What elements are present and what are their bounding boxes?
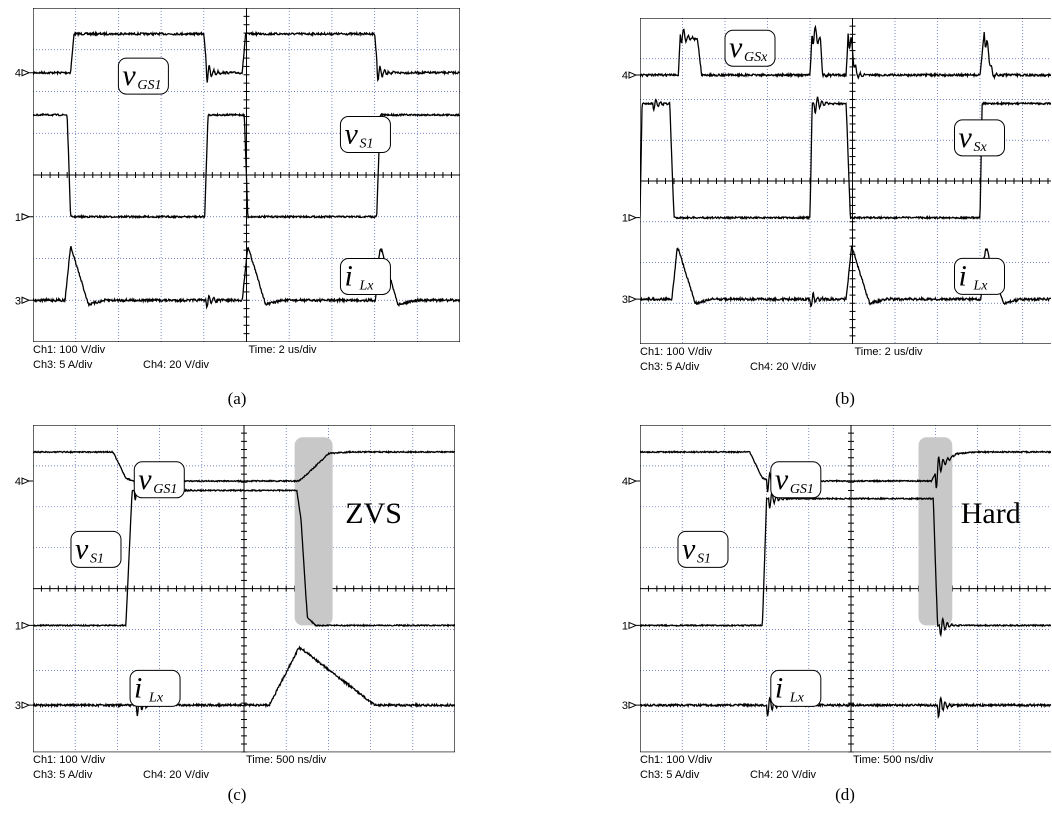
channel-arrow xyxy=(629,478,640,484)
scale-ch1: Ch1: 100 V/div xyxy=(640,754,713,766)
label-sub: S1 xyxy=(697,551,711,566)
channel-arrow xyxy=(22,478,33,484)
channel-marker: 3 xyxy=(622,700,628,712)
label-main: v xyxy=(344,118,358,151)
channel-marker: 1 xyxy=(15,620,21,632)
caption: (d) xyxy=(835,785,855,804)
channel-arrow xyxy=(22,214,33,220)
channel-marker: 4 xyxy=(15,476,21,488)
scale-time: Time: 500 ns/div xyxy=(246,754,327,766)
scope xyxy=(33,425,455,752)
scale-ch4: Ch4: 20 V/div xyxy=(750,361,817,373)
label-sub: Lx xyxy=(358,279,374,294)
channel-marker: 1 xyxy=(622,213,628,225)
label-sub: GS1 xyxy=(137,78,161,93)
label-main: i xyxy=(959,259,967,292)
channel-arrow xyxy=(22,297,33,303)
caption: (a) xyxy=(228,389,247,408)
label-main: v xyxy=(729,31,743,64)
label-main: v xyxy=(75,532,89,565)
channel-arrow xyxy=(629,215,640,221)
label-main: v xyxy=(959,121,973,154)
waveform xyxy=(640,451,1052,492)
scale-ch3: Ch3: 5 A/div xyxy=(640,361,700,373)
waveform xyxy=(640,698,1052,717)
figure: 413vGS1vS1iLxCh1: 100 V/divCh3: 5 A/divC… xyxy=(0,0,1052,814)
label-sub: Lx xyxy=(148,690,164,705)
label-sub: Lx xyxy=(789,690,805,705)
waveform xyxy=(640,97,1052,219)
caption: (b) xyxy=(835,389,855,408)
channel-marker: 3 xyxy=(622,294,628,306)
highlight xyxy=(919,437,953,625)
scale-ch4: Ch4: 20 V/div xyxy=(143,769,210,781)
label-sub: GSx xyxy=(744,50,768,65)
scale-ch1: Ch1: 100 V/div xyxy=(33,754,106,766)
scale-ch3: Ch3: 5 A/div xyxy=(640,769,700,781)
channel-marker: 1 xyxy=(622,620,628,632)
scope xyxy=(33,8,460,342)
scale-ch1: Ch1: 100 V/div xyxy=(33,344,106,356)
channel-arrow xyxy=(22,622,33,628)
scale-ch4: Ch4: 20 V/div xyxy=(143,359,210,371)
label-sub: GS1 xyxy=(153,482,177,497)
channel-marker: 3 xyxy=(15,700,21,712)
annotation: ZVS xyxy=(345,497,402,530)
channel-marker: 1 xyxy=(15,212,21,224)
label-sub: Sx xyxy=(974,140,988,155)
scale-ch3: Ch3: 5 A/div xyxy=(33,769,93,781)
scale-time: Time: 2 us/div xyxy=(249,344,318,356)
label-sub: S1 xyxy=(359,137,373,152)
caption: (c) xyxy=(228,785,247,804)
channel-marker: 3 xyxy=(15,295,21,307)
waveform xyxy=(640,27,1052,78)
label-sub: Lx xyxy=(973,278,989,293)
scope xyxy=(640,425,1052,752)
channel-marker: 4 xyxy=(622,70,628,82)
scale-ch3: Ch3: 5 A/div xyxy=(33,359,93,371)
channel-arrow xyxy=(629,622,640,628)
label-main: i xyxy=(344,260,352,293)
label-main: v xyxy=(775,463,789,496)
label-main: v xyxy=(138,463,152,496)
channel-arrow xyxy=(22,70,33,76)
channel-marker: 4 xyxy=(15,68,21,80)
scale-ch1: Ch1: 100 V/div xyxy=(640,346,713,358)
channel-marker: 4 xyxy=(622,476,628,488)
label-sub: GS1 xyxy=(790,482,814,497)
label-main: v xyxy=(122,59,136,92)
scale-time: Time: 2 us/div xyxy=(855,346,924,358)
label-main: v xyxy=(682,532,696,565)
scope xyxy=(640,18,1052,344)
label-main: i xyxy=(775,671,783,704)
annotation: Hard xyxy=(961,497,1021,530)
channel-arrow xyxy=(629,296,640,302)
channel-arrow xyxy=(22,702,33,708)
highlight xyxy=(295,437,333,625)
label-main: i xyxy=(134,671,142,704)
label-sub: S1 xyxy=(90,551,104,566)
page: 413vGS1vS1iLxCh1: 100 V/divCh3: 5 A/divC… xyxy=(0,0,1052,814)
scale-time: Time: 500 ns/div xyxy=(853,754,934,766)
scale-ch4: Ch4: 20 V/div xyxy=(750,769,817,781)
channel-arrow xyxy=(629,702,640,708)
channel-arrow xyxy=(629,72,640,78)
